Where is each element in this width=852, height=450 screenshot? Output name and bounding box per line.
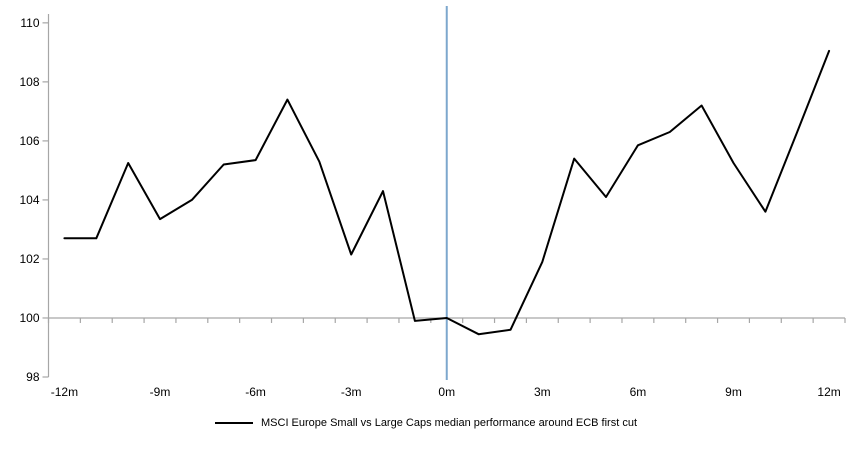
y-tick-label: 106 <box>19 134 39 148</box>
x-tick-label: 3m <box>534 385 551 399</box>
y-tick-label: 102 <box>19 252 39 266</box>
y-tick-label: 98 <box>26 370 40 384</box>
y-tick-label: 108 <box>19 75 39 89</box>
y-tick-label: 100 <box>19 311 39 325</box>
legend-line-swatch <box>215 422 253 424</box>
y-tick-label: 110 <box>20 16 39 30</box>
x-tick-label: 9m <box>725 385 742 399</box>
x-tick-label: -3m <box>341 385 362 399</box>
x-tick-label: -6m <box>245 385 266 399</box>
legend-label: MSCI Europe Small vs Large Caps median p… <box>261 417 637 429</box>
legend: MSCI Europe Small vs Large Caps median p… <box>0 417 852 429</box>
x-tick-label: -12m <box>51 385 78 399</box>
line-chart: 110 108 106 104 102 100 98 -12m -9m -6m -3m 0m 3m 6m 9… <box>19 6 846 399</box>
x-tick-label: 6m <box>630 385 647 399</box>
y-tick-label: 104 <box>19 193 39 207</box>
series-line <box>63 49 831 336</box>
x-tick-label: 12m <box>817 385 840 399</box>
x-tick-label: -9m <box>150 385 171 399</box>
x-tick-label: 0m <box>438 385 455 399</box>
